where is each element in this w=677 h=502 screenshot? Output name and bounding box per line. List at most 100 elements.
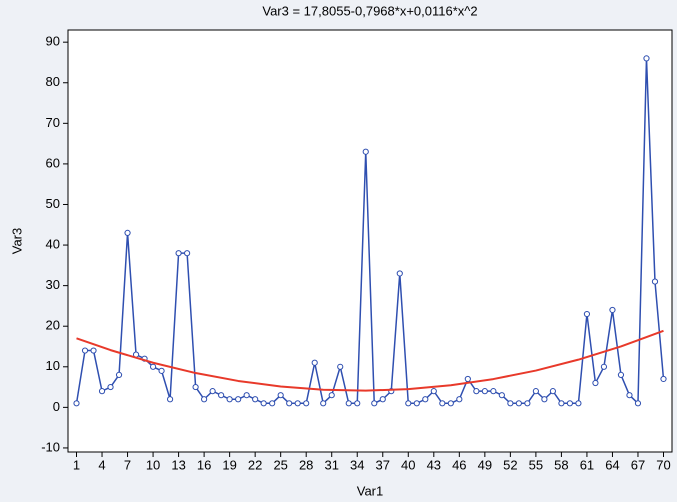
x-tick-label: 25 bbox=[273, 457, 287, 472]
x-tick-label: 31 bbox=[324, 457, 338, 472]
data-point bbox=[192, 383, 199, 391]
data-point bbox=[328, 392, 335, 399]
data-point bbox=[609, 306, 616, 314]
x-tick-label: 34 bbox=[350, 457, 364, 472]
data-point bbox=[286, 400, 293, 407]
data-point bbox=[166, 396, 174, 403]
data-point bbox=[345, 400, 352, 407]
data-point bbox=[515, 400, 522, 407]
data-point bbox=[303, 400, 310, 407]
data-point bbox=[201, 396, 208, 403]
y-tick-label: 80 bbox=[46, 74, 60, 89]
fit-curve bbox=[76, 329, 664, 392]
data-point bbox=[337, 363, 344, 370]
x-tick-label: 52 bbox=[503, 457, 517, 472]
data-point bbox=[575, 400, 582, 407]
data-point bbox=[643, 55, 650, 62]
data-point bbox=[447, 400, 454, 407]
data-point bbox=[226, 396, 233, 403]
data-point bbox=[81, 347, 89, 354]
data-point bbox=[498, 392, 505, 399]
data-point bbox=[456, 396, 463, 403]
data-point bbox=[430, 388, 437, 395]
data-point bbox=[566, 400, 574, 407]
y-tick-label: 0 bbox=[53, 399, 60, 414]
x-tick-label: 43 bbox=[427, 457, 441, 472]
data-point bbox=[473, 388, 480, 395]
data-point bbox=[481, 388, 488, 395]
data-point bbox=[583, 310, 591, 318]
data-point bbox=[218, 392, 225, 399]
data-point bbox=[269, 400, 276, 407]
data-point bbox=[592, 379, 599, 387]
data-point bbox=[124, 229, 131, 236]
x-tick-label: 67 bbox=[631, 457, 645, 472]
data-point bbox=[90, 347, 97, 354]
plot-area bbox=[67, 29, 673, 453]
x-tick-label: 58 bbox=[554, 457, 568, 472]
data-point bbox=[464, 375, 471, 383]
x-tick-label: 16 bbox=[197, 457, 211, 472]
data-point bbox=[396, 270, 403, 277]
x-tick-label: 55 bbox=[529, 457, 543, 472]
data-point bbox=[549, 388, 557, 395]
x-tick-label: 13 bbox=[171, 457, 185, 472]
x-tick-label: 19 bbox=[222, 457, 236, 472]
y-tick-label: 90 bbox=[46, 34, 60, 49]
chart-title: Var3 = 17,8055-0,7968*x+0,0116*x^2 bbox=[262, 3, 477, 18]
y-tick-label: 30 bbox=[46, 277, 60, 292]
data-point bbox=[617, 371, 625, 379]
data-point bbox=[651, 278, 659, 285]
data-point bbox=[490, 388, 497, 395]
data-point bbox=[115, 371, 123, 379]
x-tick-label: 37 bbox=[376, 457, 390, 472]
data-point bbox=[558, 400, 565, 407]
data-point bbox=[634, 400, 642, 407]
y-tick-label: 20 bbox=[46, 318, 60, 333]
data-point bbox=[413, 400, 420, 407]
data-point bbox=[252, 396, 259, 403]
data-point bbox=[439, 400, 446, 407]
data-point bbox=[183, 250, 191, 257]
x-tick-label: 70 bbox=[656, 457, 670, 472]
data-point bbox=[507, 400, 514, 407]
x-tick-label: 61 bbox=[580, 457, 594, 472]
data-point bbox=[379, 396, 386, 403]
data-point bbox=[532, 388, 539, 395]
data-line bbox=[75, 57, 665, 405]
y-tick-label: -10 bbox=[41, 439, 60, 454]
x-tick-label: 28 bbox=[299, 457, 313, 472]
y-axis-label: Var3 bbox=[9, 228, 24, 255]
x-axis-label: Var1 bbox=[357, 483, 384, 498]
data-point bbox=[149, 363, 157, 370]
data-point bbox=[175, 250, 182, 257]
data-point bbox=[362, 148, 369, 155]
data-point bbox=[626, 392, 633, 399]
x-tick-label: 4 bbox=[98, 457, 105, 472]
y-tick-label: 50 bbox=[46, 196, 60, 211]
x-tick-label: 46 bbox=[452, 457, 466, 472]
data-point bbox=[371, 400, 378, 407]
data-point bbox=[405, 400, 412, 407]
data-point bbox=[311, 359, 318, 366]
data-point bbox=[243, 392, 250, 399]
y-tick-label: 70 bbox=[46, 115, 60, 130]
data-point bbox=[260, 400, 267, 407]
data-point bbox=[294, 400, 301, 407]
y-tick-label: 10 bbox=[46, 358, 60, 373]
data-point bbox=[354, 400, 361, 407]
x-tick-label: 64 bbox=[605, 457, 619, 472]
data-point bbox=[422, 396, 429, 403]
x-tick-label: 1 bbox=[73, 457, 80, 472]
x-tick-label: 22 bbox=[248, 457, 262, 472]
x-tick-label: 10 bbox=[146, 457, 160, 472]
y-tick-label: 60 bbox=[46, 155, 60, 170]
data-point bbox=[235, 396, 242, 403]
data-point bbox=[73, 400, 80, 407]
data-point bbox=[277, 392, 284, 399]
data-point bbox=[98, 388, 106, 395]
data-point bbox=[660, 375, 667, 383]
data-point bbox=[524, 400, 531, 407]
